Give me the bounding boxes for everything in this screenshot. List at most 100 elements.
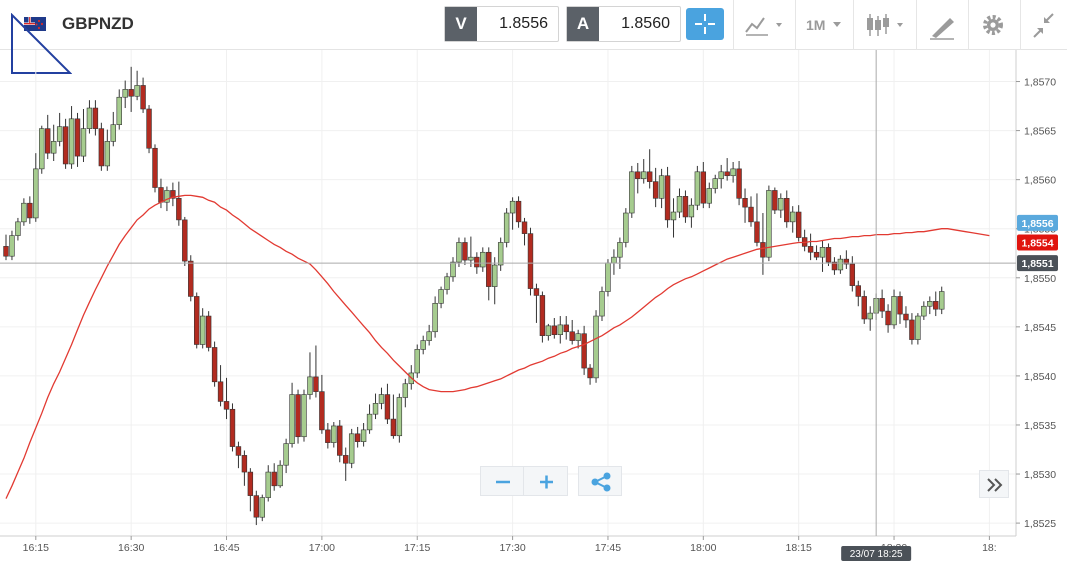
candle bbox=[712, 174, 718, 194]
price-chart[interactable]: 1,8525 1,8530 1,8535 1,8540 1,8545 1,8550 1,85… bbox=[0, 50, 1067, 561]
candle-body bbox=[235, 446, 242, 456]
candle bbox=[736, 161, 742, 206]
candles-button[interactable] bbox=[864, 8, 910, 42]
candle-body bbox=[390, 418, 397, 437]
candle bbox=[807, 233, 814, 261]
candle bbox=[605, 259, 611, 297]
crosshair-button[interactable] bbox=[686, 8, 724, 40]
candle bbox=[62, 118, 69, 169]
candle-body bbox=[742, 198, 748, 208]
candle bbox=[319, 374, 325, 434]
candle-body bbox=[557, 324, 563, 335]
candle bbox=[74, 112, 81, 167]
candle bbox=[116, 89, 122, 130]
draw-button[interactable] bbox=[928, 8, 958, 42]
candle-body bbox=[277, 464, 283, 487]
candle bbox=[492, 257, 498, 305]
candle bbox=[635, 162, 641, 194]
chart-type-button[interactable] bbox=[744, 8, 790, 42]
candle bbox=[462, 237, 468, 266]
candle bbox=[253, 490, 260, 526]
candle bbox=[611, 249, 617, 275]
candle-body bbox=[104, 141, 111, 167]
candle bbox=[80, 109, 87, 162]
crosshair-time-box bbox=[841, 546, 912, 561]
candle-body bbox=[343, 455, 349, 464]
candle-body bbox=[551, 325, 558, 335]
candle bbox=[652, 167, 659, 208]
scroll-forward-button[interactable] bbox=[979, 470, 1009, 498]
candle bbox=[247, 468, 254, 512]
price-tag-label: 1,8554 bbox=[1021, 237, 1053, 249]
candle bbox=[784, 190, 790, 228]
candle bbox=[545, 323, 552, 341]
candle-body bbox=[205, 315, 212, 348]
candle bbox=[229, 403, 236, 452]
minus-icon bbox=[496, 480, 510, 484]
candle-body bbox=[611, 256, 617, 264]
candle bbox=[581, 325, 587, 375]
candle bbox=[766, 185, 772, 262]
crosshair-time-label: 23/07 18:25 bbox=[850, 549, 903, 560]
candle bbox=[551, 318, 558, 339]
separator bbox=[733, 0, 734, 50]
candle-body bbox=[736, 168, 742, 199]
y-tick-label: 1,8545 bbox=[1024, 322, 1056, 334]
candle-body bbox=[682, 196, 689, 218]
candle-body bbox=[348, 433, 355, 464]
candle-body bbox=[772, 190, 778, 211]
candle bbox=[68, 106, 75, 169]
candle-body bbox=[432, 302, 438, 333]
candle-body bbox=[521, 221, 528, 234]
candle-body bbox=[855, 285, 861, 297]
zoom-in-button[interactable] bbox=[523, 466, 568, 496]
collapse-icon bbox=[1033, 13, 1054, 38]
x-tick-label: 18: bbox=[982, 542, 997, 554]
x-tick-label: 16:15 bbox=[23, 542, 49, 554]
candle bbox=[849, 256, 856, 292]
candle bbox=[664, 166, 671, 228]
collapse-button[interactable] bbox=[1030, 8, 1058, 42]
candle bbox=[128, 66, 134, 112]
candle bbox=[289, 382, 295, 448]
candle bbox=[760, 213, 766, 275]
candle bbox=[176, 181, 182, 226]
candle bbox=[730, 161, 736, 183]
candle-body bbox=[27, 202, 33, 219]
candle-body bbox=[33, 168, 39, 219]
settings-button[interactable] bbox=[979, 8, 1009, 42]
candle-body bbox=[605, 262, 611, 292]
candle-body bbox=[539, 295, 546, 336]
share-button[interactable] bbox=[578, 466, 622, 496]
candle-body bbox=[486, 251, 492, 287]
candle-body bbox=[176, 198, 182, 221]
symbol-label[interactable]: GBPNZD bbox=[62, 14, 134, 33]
y-tick-label: 1,8530 bbox=[1024, 469, 1056, 481]
candle bbox=[301, 389, 307, 442]
candle-body bbox=[813, 251, 820, 258]
candle-body bbox=[795, 211, 802, 238]
candle-body bbox=[700, 171, 707, 204]
candle-body bbox=[283, 443, 289, 466]
candle-body bbox=[575, 333, 581, 341]
chevron-down-icon bbox=[833, 22, 841, 27]
candle-body bbox=[45, 128, 51, 154]
candle bbox=[98, 122, 105, 171]
y-tick-label: 1,8560 bbox=[1024, 175, 1056, 187]
buy-label: A bbox=[567, 7, 599, 41]
candle bbox=[265, 465, 271, 502]
candle bbox=[855, 280, 861, 307]
candle-body bbox=[134, 85, 140, 97]
candle bbox=[283, 438, 289, 474]
timeframe-button[interactable]: 1M bbox=[806, 8, 846, 42]
sell-price-box[interactable]: V 1.8556 bbox=[444, 6, 559, 42]
candle bbox=[825, 243, 832, 267]
zoom-out-button[interactable] bbox=[480, 466, 524, 496]
candle-body bbox=[21, 202, 27, 223]
buy-price-box[interactable]: A 1.8560 bbox=[566, 6, 681, 42]
x-tick-label: 17:45 bbox=[595, 542, 621, 554]
draw-icon bbox=[930, 18, 954, 40]
candle-body bbox=[903, 313, 909, 321]
candle bbox=[33, 153, 39, 222]
separator bbox=[853, 0, 854, 50]
